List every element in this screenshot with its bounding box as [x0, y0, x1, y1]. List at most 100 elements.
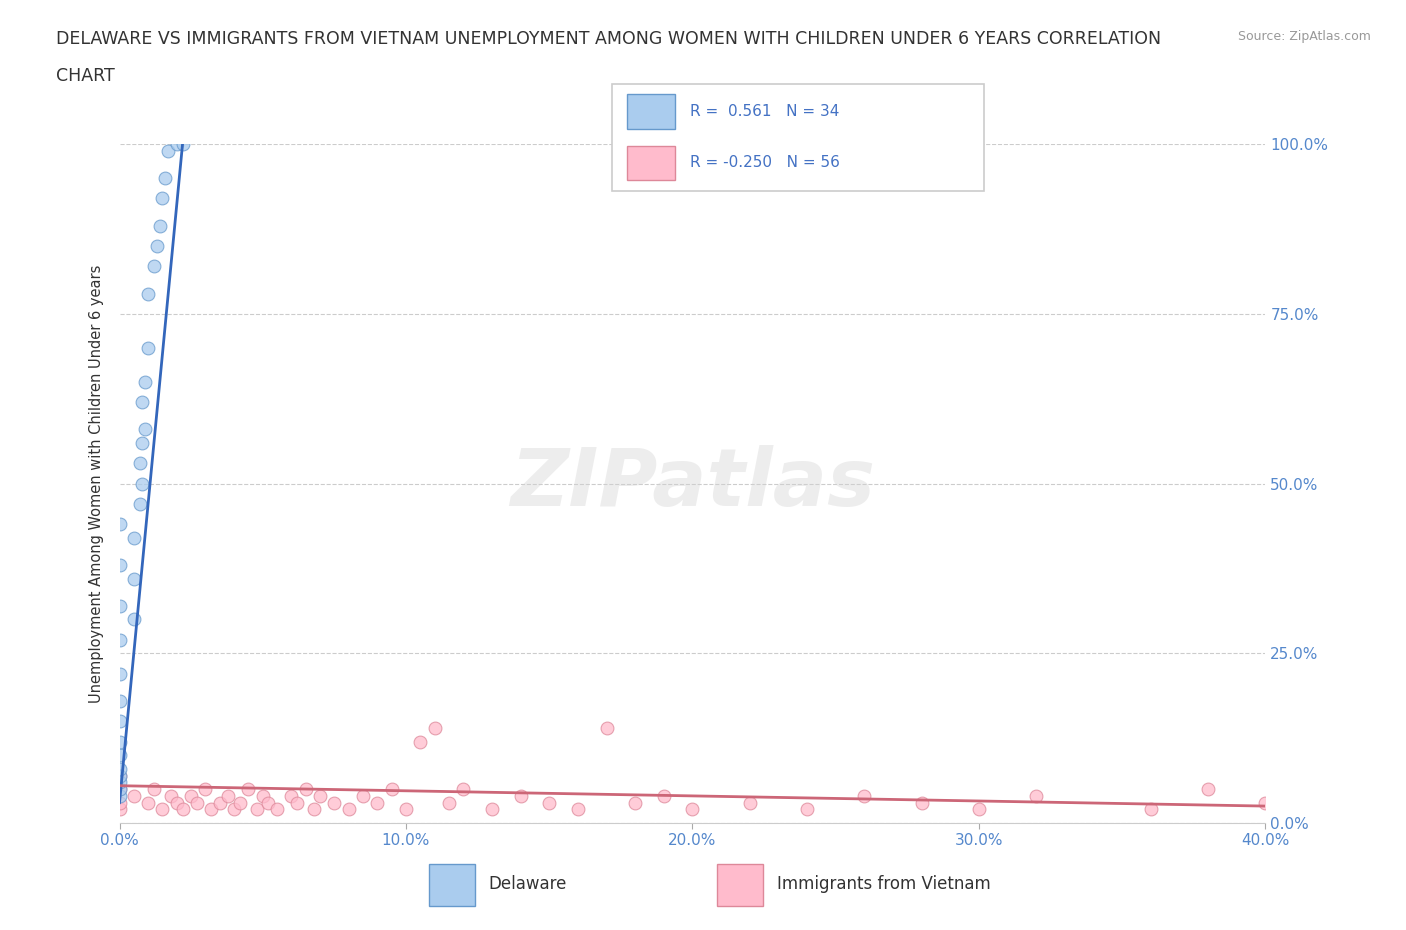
- Point: [108, 768, 131, 783]
- Point: [128, 456, 150, 471]
- Point: [131, 394, 153, 409]
- Point: [186, 795, 208, 810]
- Point: [194, 781, 217, 796]
- Point: [172, 802, 194, 817]
- Point: [1254, 795, 1277, 810]
- Point: [108, 734, 131, 749]
- Text: CHART: CHART: [56, 67, 115, 85]
- Point: [166, 137, 188, 152]
- Point: [172, 137, 194, 152]
- Point: [131, 435, 153, 450]
- Point: [149, 219, 172, 233]
- Point: [304, 802, 326, 817]
- Point: [266, 802, 288, 817]
- Point: [381, 781, 404, 796]
- Point: [395, 802, 418, 817]
- Point: [352, 789, 374, 804]
- Point: [155, 171, 177, 186]
- Point: [142, 259, 165, 273]
- Point: [309, 789, 332, 804]
- Point: [208, 795, 231, 810]
- Point: [366, 795, 388, 810]
- Point: [134, 375, 156, 390]
- Text: ZIPatlas: ZIPatlas: [510, 445, 875, 523]
- Point: [131, 476, 153, 491]
- Point: [451, 781, 474, 796]
- Point: [166, 795, 188, 810]
- Point: [967, 802, 990, 817]
- Point: [1025, 789, 1047, 804]
- Point: [280, 789, 302, 804]
- Point: [624, 795, 647, 810]
- Point: [145, 239, 167, 254]
- Point: [567, 802, 589, 817]
- Point: [136, 795, 159, 810]
- Point: [108, 802, 131, 817]
- Point: [409, 734, 432, 749]
- Point: [122, 530, 145, 545]
- Point: [108, 775, 131, 790]
- Point: [1139, 802, 1161, 817]
- FancyBboxPatch shape: [627, 95, 675, 128]
- Y-axis label: Unemployment Among Women with Children Under 6 years: Unemployment Among Women with Children U…: [89, 264, 104, 703]
- Point: [108, 789, 131, 804]
- Point: [108, 694, 131, 709]
- Point: [108, 666, 131, 681]
- Point: [108, 781, 131, 796]
- Point: [538, 795, 561, 810]
- Point: [681, 802, 703, 817]
- Point: [157, 143, 180, 158]
- Point: [738, 795, 761, 810]
- Point: [142, 781, 165, 796]
- Text: R = -0.250   N = 56: R = -0.250 N = 56: [690, 155, 839, 170]
- Point: [246, 802, 269, 817]
- Point: [796, 802, 818, 817]
- FancyBboxPatch shape: [717, 864, 763, 906]
- Point: [481, 802, 503, 817]
- Point: [853, 789, 876, 804]
- Point: [108, 517, 131, 532]
- Text: R =  0.561   N = 34: R = 0.561 N = 34: [690, 104, 839, 119]
- Text: Source: ZipAtlas.com: Source: ZipAtlas.com: [1237, 30, 1371, 43]
- Point: [222, 802, 246, 817]
- Point: [217, 789, 239, 804]
- Point: [108, 762, 131, 777]
- Point: [122, 789, 145, 804]
- Point: [1197, 781, 1219, 796]
- Point: [152, 191, 174, 206]
- Point: [136, 286, 159, 301]
- Point: [337, 802, 360, 817]
- Text: Delaware: Delaware: [489, 874, 567, 893]
- FancyBboxPatch shape: [627, 146, 675, 180]
- Point: [323, 795, 346, 810]
- Point: [134, 422, 156, 437]
- Point: [229, 795, 252, 810]
- FancyBboxPatch shape: [429, 864, 475, 906]
- Point: [108, 714, 131, 729]
- Point: [252, 789, 274, 804]
- Point: [108, 781, 131, 796]
- Point: [108, 795, 131, 810]
- Point: [911, 795, 934, 810]
- Point: [652, 789, 675, 804]
- Point: [200, 802, 222, 817]
- Text: Immigrants from Vietnam: Immigrants from Vietnam: [778, 874, 991, 893]
- Point: [180, 789, 202, 804]
- Point: [122, 571, 145, 586]
- Point: [108, 598, 131, 613]
- Point: [437, 795, 460, 810]
- Point: [294, 781, 316, 796]
- Point: [136, 340, 159, 355]
- Point: [595, 721, 617, 736]
- Point: [423, 721, 446, 736]
- Point: [108, 558, 131, 573]
- Point: [128, 497, 150, 512]
- Point: [108, 748, 131, 763]
- Point: [152, 802, 174, 817]
- Point: [122, 612, 145, 627]
- Point: [108, 768, 131, 783]
- FancyBboxPatch shape: [612, 84, 984, 191]
- Text: DELAWARE VS IMMIGRANTS FROM VIETNAM UNEMPLOYMENT AMONG WOMEN WITH CHILDREN UNDER: DELAWARE VS IMMIGRANTS FROM VIETNAM UNEM…: [56, 30, 1161, 47]
- Point: [160, 789, 183, 804]
- Point: [285, 795, 308, 810]
